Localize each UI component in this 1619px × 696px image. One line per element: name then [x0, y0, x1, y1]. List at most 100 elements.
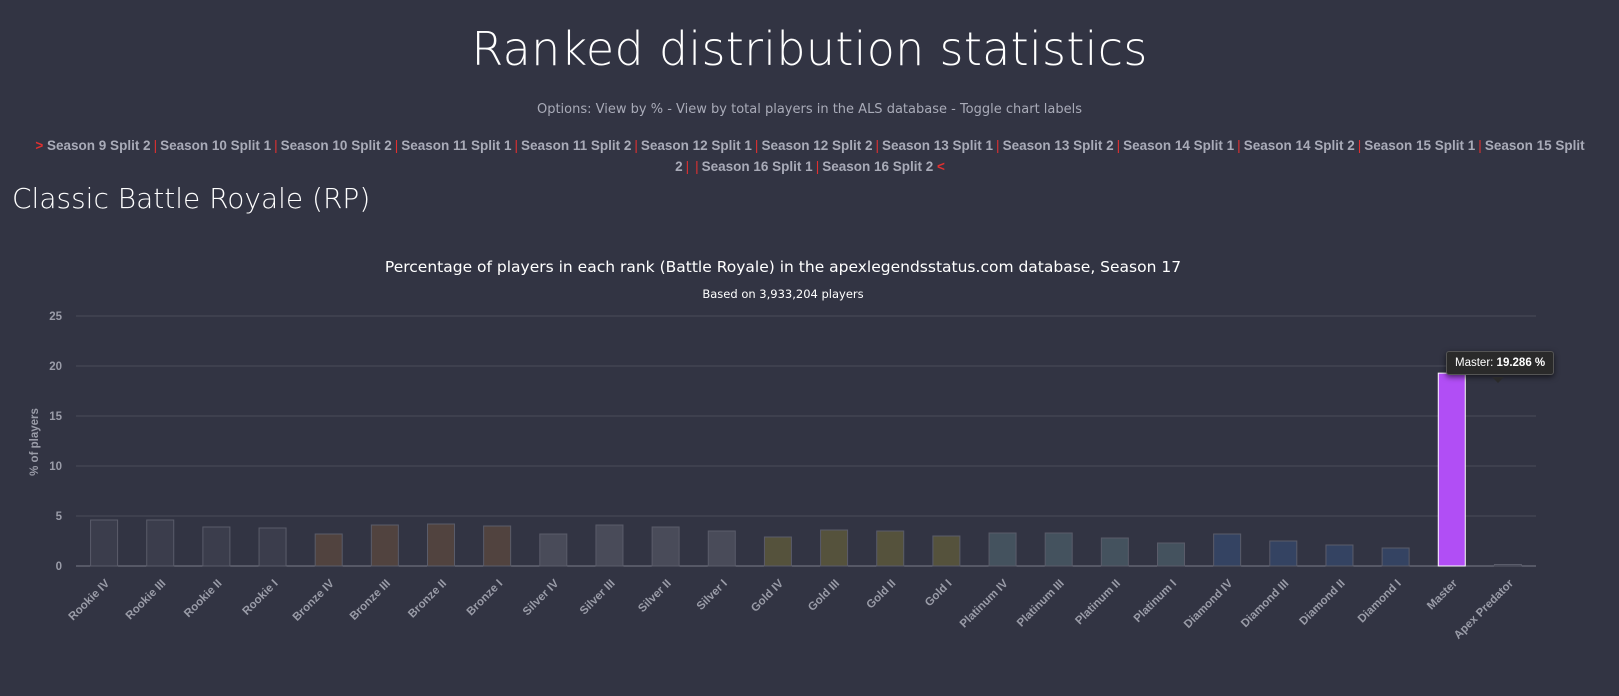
season-link[interactable]: Season 15 Split 1: [1364, 138, 1476, 153]
season-link[interactable]: Season 11 Split 1: [401, 138, 512, 153]
bar: [314, 533, 343, 567]
bar: [1325, 544, 1354, 567]
season-nav: > Season 9 Split 2 | Season 10 Split 1 | Sea…: [20, 136, 1600, 177]
tooltip-value: 19.286 %: [1496, 357, 1546, 369]
bar: [876, 530, 905, 567]
page-title: Ranked distribution statistics: [471, 22, 1148, 76]
x-tick-label: Silver III: [578, 578, 618, 618]
bar: [988, 532, 1017, 567]
chart-subtitle: Based on 3,933,204 players: [702, 287, 863, 301]
season-nav-separator: |: [875, 138, 879, 153]
x-tick-label: Silver IV: [521, 577, 562, 618]
x-tick-label: Platinum I: [1132, 578, 1179, 625]
view-by-percent-link[interactable]: View by %: [595, 102, 664, 117]
x-tick-label: Silver I: [695, 578, 730, 613]
x-tick-label: Diamond I: [1356, 578, 1404, 626]
season-link[interactable]: Season 9 Split 2: [47, 138, 151, 153]
x-tick-label: Diamond IV: [1182, 577, 1235, 630]
bar: [651, 526, 680, 567]
bar: [90, 519, 119, 567]
tooltip-arrow: [1492, 377, 1504, 383]
season-nav-separator: |: [996, 138, 1000, 153]
season-link[interactable]: Season 11 Split 2: [521, 138, 632, 153]
bar: [146, 519, 175, 567]
season-nav-separator: |: [1357, 138, 1362, 153]
x-tick-label: Diamond III: [1239, 578, 1291, 630]
season-link[interactable]: Season 10 Split 1: [160, 138, 272, 153]
season-link[interactable]: Season 16 Split 2: [822, 158, 934, 174]
bar-tooltip: Master: 19.286 %: [1446, 351, 1555, 375]
season-nav-next-arrow[interactable]: <: [933, 158, 945, 174]
season-nav-separator: |: [634, 138, 638, 153]
season-link[interactable]: Season 12 Split 2: [761, 138, 873, 153]
season-nav-separator: |: [153, 138, 158, 153]
x-tick-label: Gold III: [806, 578, 842, 614]
season-link[interactable]: Season 14 Split 1: [1123, 138, 1235, 153]
bar: [1044, 532, 1073, 567]
y-axis-title: % of players: [29, 408, 41, 476]
bar: [1269, 540, 1298, 567]
x-tick-label: Gold IV: [749, 577, 786, 614]
bar: [820, 529, 849, 567]
bar: [483, 525, 512, 567]
season-link[interactable]: Season 14 Split 2: [1243, 138, 1355, 153]
bar: [370, 524, 399, 567]
tooltip-label: Master:: [1455, 357, 1497, 369]
x-tick-label: Master: [1425, 577, 1460, 612]
bar: [707, 530, 736, 567]
x-axis-labels: Rookie IV Rookie III Rookie II Rookie I Bron…: [67, 577, 1517, 641]
y-tick-label: 10: [49, 461, 62, 473]
season-link[interactable]: Season 15 Split 2: [675, 138, 1585, 174]
bar: [763, 536, 792, 567]
season-link[interactable]: Season 13 Split 2: [1002, 138, 1114, 153]
x-tick-label: Rookie III: [124, 578, 169, 623]
x-tick-label: Apex Predator: [1452, 577, 1516, 641]
season-nav-separator: |: [815, 158, 820, 174]
bar: [202, 526, 231, 567]
x-tick-label: Gold I: [923, 578, 955, 610]
chart-title: Percentage of players in each rank (Batt…: [385, 258, 1181, 276]
season-nav-separator: |: [695, 158, 699, 174]
y-tick-label: 15: [49, 411, 62, 423]
season-link[interactable]: Season 12 Split 1: [640, 138, 752, 153]
toggle-chart-labels-link[interactable]: Toggle chart labels: [959, 102, 1083, 117]
bar: [932, 535, 961, 567]
season-nav-separator: |: [514, 138, 519, 153]
view-by-total-link[interactable]: View by total players in the ALS databas…: [676, 102, 947, 117]
rank-distribution-chart: Percentage of players in each rank (Batt…: [29, 258, 1536, 642]
bar-layer: [90, 372, 1522, 567]
season-link[interactable]: Season 10 Split 2: [280, 138, 392, 153]
season-link[interactable]: Season 16 Split 1: [701, 158, 813, 174]
bar: [539, 533, 568, 567]
season-nav-separator: |: [685, 158, 690, 174]
section-title: Classic Battle Royale (RP): [12, 182, 371, 215]
season-nav-separator: |: [754, 138, 759, 153]
season-nav-prev-arrow[interactable]: >: [35, 138, 48, 153]
season-nav-separator: |: [274, 138, 278, 153]
y-tick-label: 0: [56, 561, 62, 573]
x-tick-label: Bronze IV: [291, 577, 337, 623]
bar: [1100, 537, 1129, 567]
x-tick-label: Gold II: [865, 578, 899, 612]
x-tick-label: Platinum II: [1073, 578, 1123, 628]
x-tick-label: Diamond II: [1298, 578, 1348, 628]
x-tick-label: Bronze III: [348, 578, 393, 623]
season-nav-separator: |: [1478, 138, 1482, 153]
season-nav-separator: |: [1116, 138, 1121, 153]
bar: [1381, 547, 1410, 567]
x-tick-label: Platinum IV: [958, 577, 1011, 630]
bar: [1157, 542, 1185, 567]
bar: [427, 523, 455, 567]
x-tick-label: Rookie IV: [67, 577, 113, 623]
bar: [1213, 533, 1242, 567]
y-tick-label: 25: [49, 311, 62, 323]
x-tick-label: Silver II: [636, 578, 673, 615]
x-tick-label: Bronze I: [465, 578, 506, 619]
bar: [258, 527, 287, 567]
y-tick-label: 5: [56, 511, 63, 523]
season-link[interactable]: Season 13 Split 1: [882, 138, 994, 153]
x-tick-label: Platinum III: [1015, 578, 1067, 630]
x-tick-label: Rookie I: [241, 578, 281, 618]
y-tick-label: 20: [49, 361, 62, 373]
x-tick-label: Bronze II: [406, 578, 449, 621]
